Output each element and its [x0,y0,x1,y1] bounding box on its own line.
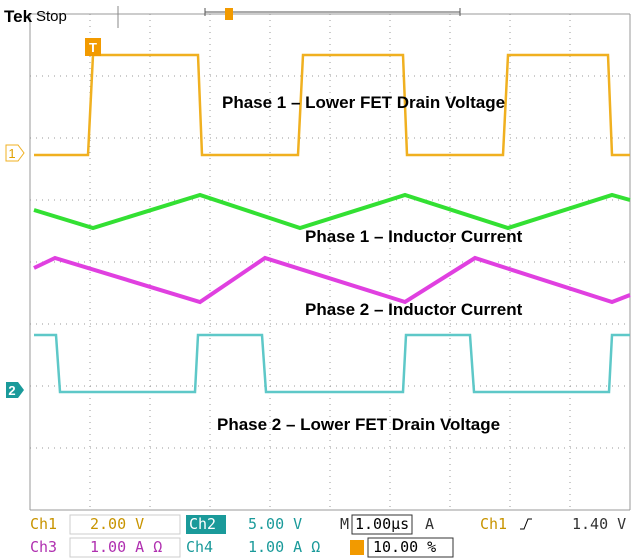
ch1-label: Ch1 [30,515,57,533]
trigger-icon [350,540,364,555]
a-label: A [425,515,434,533]
ch3-scale: 1.00 A Ω [90,538,162,556]
ch2-marker-label: 2 [8,383,15,398]
ch3-label: Ch3 [30,538,57,556]
trigger-label: T [89,40,97,55]
ch1-scale: 2.00 V [90,515,144,533]
trig-level: 1.40 V [572,515,626,533]
record-pos [225,8,233,20]
ch2-scale: 5.00 V [248,515,302,533]
timebase: 1.00µs [355,515,409,533]
trace-label: Phase 2 – Lower FET Drain Voltage [217,415,500,434]
ch4-scale: 1.00 A Ω [248,538,320,556]
m-label: M [340,515,349,533]
ch2-label: Ch2 [189,515,216,533]
trace-label: Phase 1 – Lower FET Drain Voltage [222,93,505,112]
trace-label: Phase 2 – Inductor Current [305,300,523,319]
brand: Tek [4,7,33,26]
run-state: Stop [36,8,67,25]
ch1-marker-label: 1 [8,146,15,161]
scope-screen: Tek Stop T 1 2 Phase 1 – Lower FET Drain… [0,0,631,559]
ch4-label: Ch4 [186,538,213,556]
trace-label: Phase 1 – Inductor Current [305,227,523,246]
position: 10.00 % [373,538,436,556]
trig-src: Ch1 [480,515,507,533]
